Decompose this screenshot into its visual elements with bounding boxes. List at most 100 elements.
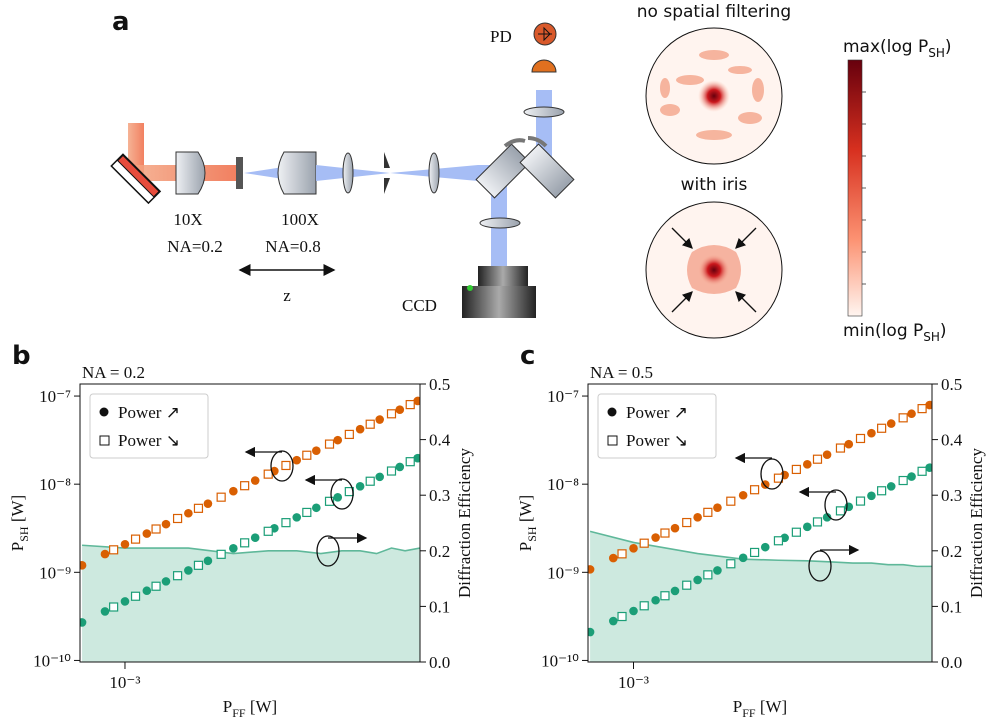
- data-point: [312, 446, 321, 455]
- panel-label: b: [12, 341, 31, 371]
- colorbar: [847, 59, 863, 317]
- data-point: [693, 512, 702, 522]
- data-point: [867, 428, 876, 438]
- data-point: [822, 512, 832, 522]
- legend-label: Power ↗: [626, 403, 688, 422]
- data-point: [130, 591, 141, 601]
- image-caption: with iris: [681, 175, 748, 195]
- data-point: [703, 507, 713, 517]
- data-point: [240, 538, 250, 548]
- z-label: z: [283, 286, 291, 305]
- y-axis-label: PSH [W]: [8, 495, 31, 551]
- data-point: [333, 492, 343, 502]
- data-point: [791, 527, 801, 537]
- data-point: [588, 565, 595, 574]
- data-point: [161, 519, 171, 529]
- sh-images: no spatial filtering with iris max(log P…: [637, 2, 952, 344]
- laser-beam: [128, 123, 144, 173]
- data-point: [405, 457, 415, 467]
- data-point: [184, 508, 193, 518]
- axis-label-part: P: [516, 542, 535, 551]
- data-point: [130, 534, 141, 544]
- lens: [342, 152, 354, 194]
- axis-label-part: [W]: [246, 697, 278, 716]
- data-point: [151, 524, 161, 534]
- data-point: [193, 560, 204, 570]
- data-point: [629, 544, 638, 553]
- efficiency-line: [82, 544, 420, 555]
- y-tick-label: 10⁻⁹: [39, 563, 71, 582]
- colorbar-min: min(log PSH): [843, 321, 947, 344]
- data-point: [670, 586, 680, 596]
- data-point: [109, 545, 119, 555]
- iris: [384, 152, 390, 194]
- objective-100x: [277, 151, 317, 195]
- data-point: [749, 547, 760, 558]
- annotation: NA = 0.5: [590, 363, 653, 382]
- data-point: [203, 499, 213, 508]
- data-point: [80, 561, 87, 570]
- data-point: [172, 513, 183, 524]
- objective-10x: [175, 151, 206, 195]
- data-point: [867, 491, 876, 501]
- data-point: [109, 602, 119, 612]
- data-point: [281, 518, 291, 528]
- y2-tick-label: 0.0: [941, 653, 962, 672]
- plot-frame: [79, 383, 421, 663]
- data-point: [250, 533, 260, 542]
- data-point: [80, 618, 87, 627]
- data-point: [413, 453, 420, 463]
- data-point: [812, 517, 823, 527]
- axis-label-part: P: [223, 697, 232, 716]
- data-point: [333, 435, 343, 445]
- panel-label: c: [520, 341, 535, 371]
- data-point: [344, 429, 354, 440]
- data-point: [229, 486, 238, 496]
- data-point: [791, 464, 801, 475]
- y2-tick-label: 0.0: [429, 653, 450, 672]
- data-point: [142, 529, 152, 538]
- ccd: [462, 286, 536, 318]
- data-point: [292, 513, 302, 522]
- y2-tick-label: 0.5: [429, 375, 450, 394]
- data-point: [608, 616, 618, 626]
- data-point: [760, 542, 770, 552]
- data-point: [355, 482, 365, 491]
- data-point: [802, 522, 812, 532]
- data-point: [142, 586, 152, 596]
- efficiency-area: [82, 545, 420, 662]
- beam-splitter: [475, 143, 531, 199]
- data-point: [395, 405, 405, 415]
- axis-indicator-loop: [330, 478, 354, 510]
- y2-axis-label: Diffraction Efficiency: [967, 448, 986, 598]
- efficiency-area: [590, 531, 932, 662]
- data-point: [907, 472, 916, 481]
- data-point: [925, 400, 932, 410]
- axis-label-part: P: [733, 697, 742, 716]
- y-tick-label: 10⁻⁷: [547, 387, 579, 406]
- axis-label-part: [W]: [8, 495, 27, 527]
- legend-label: Power ↘: [118, 431, 180, 450]
- axis-label-sub: FF: [232, 706, 246, 720]
- data-point: [229, 544, 238, 553]
- data-point: [713, 503, 722, 512]
- data-point: [886, 419, 896, 428]
- data-point: [651, 533, 660, 542]
- data-point: [703, 570, 713, 580]
- data-point: [100, 549, 110, 559]
- axis-label-sub: SH: [525, 526, 539, 542]
- data-point: [312, 503, 321, 513]
- data-point: [100, 607, 110, 616]
- legend-label: Power ↘: [626, 431, 688, 450]
- data-point: [588, 627, 595, 637]
- data-point: [405, 399, 415, 410]
- data-point: [738, 553, 748, 563]
- data-point: [855, 496, 866, 506]
- flip-arrow: [503, 136, 548, 148]
- data-point: [660, 591, 670, 601]
- y2-tick-label: 0.2: [429, 542, 450, 561]
- data-point: [844, 439, 854, 449]
- y-tick-label: 10⁻¹⁰: [541, 651, 579, 670]
- y2-tick-label: 0.4: [941, 431, 963, 450]
